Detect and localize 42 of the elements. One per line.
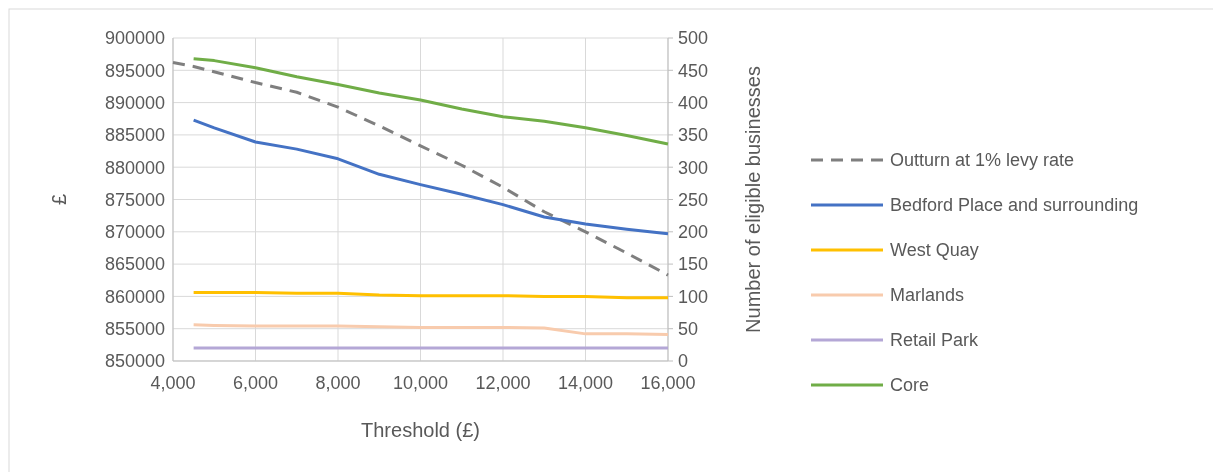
y2-tick-label: 0 xyxy=(678,351,689,372)
y-tick-label: 875000 xyxy=(104,189,165,210)
y-tick-label: 865000 xyxy=(104,254,165,275)
x-tick-label: 10,000 xyxy=(392,373,449,393)
legend-label: Bedford Place and surrounding xyxy=(890,195,1139,216)
line-series xyxy=(192,323,670,337)
y-tick-label: 890000 xyxy=(104,92,165,113)
x-tick-label: 8,000 xyxy=(315,373,361,393)
x-tick-label: 4,000 xyxy=(150,373,196,393)
y-tick-label: 870000 xyxy=(104,222,165,243)
x-axis-title: Threshold (£) xyxy=(361,419,480,441)
y2-tick-label: 500 xyxy=(678,28,709,49)
y2-axis-title: Number of eligible businesses xyxy=(742,66,764,333)
legend-label: Marlands xyxy=(890,285,965,306)
y-tick-label: 855000 xyxy=(104,319,165,339)
legend-label: Outturn at 1% levy rate xyxy=(890,150,1075,171)
y-tick-label: 860000 xyxy=(104,286,165,307)
y2-tick-label: 400 xyxy=(678,92,709,113)
y2-tick-label: 150 xyxy=(678,254,709,275)
legend-label: Core xyxy=(890,375,930,396)
y2-tick-label: 300 xyxy=(678,157,709,178)
y-tick-label: 895000 xyxy=(104,60,165,81)
x-tick-label: 6,000 xyxy=(232,373,279,393)
y2-tick-label: 250 xyxy=(678,189,709,210)
y-tick-label: 885000 xyxy=(104,125,165,146)
y2-tick-label: 50 xyxy=(678,319,699,339)
line-series xyxy=(192,118,670,236)
y-axis-title: £ xyxy=(48,193,70,206)
x-tick-label: 16,000 xyxy=(640,373,696,393)
legend-label: West Quay xyxy=(890,240,979,261)
y2-tick-label: 350 xyxy=(678,125,709,146)
y-tick-label: 850000 xyxy=(104,351,165,372)
y2-tick-label: 450 xyxy=(678,60,709,81)
legend-label: Retail Park xyxy=(890,330,980,351)
y2-tick-label: 100 xyxy=(678,286,709,307)
y-tick-label: 900000 xyxy=(104,28,165,49)
x-tick-label: 14,000 xyxy=(557,373,614,393)
line-series xyxy=(192,57,670,146)
y2-tick-label: 200 xyxy=(678,222,709,243)
y-tick-label: 880000 xyxy=(104,157,165,178)
x-tick-label: 12,000 xyxy=(475,373,531,393)
line-series xyxy=(171,61,670,277)
